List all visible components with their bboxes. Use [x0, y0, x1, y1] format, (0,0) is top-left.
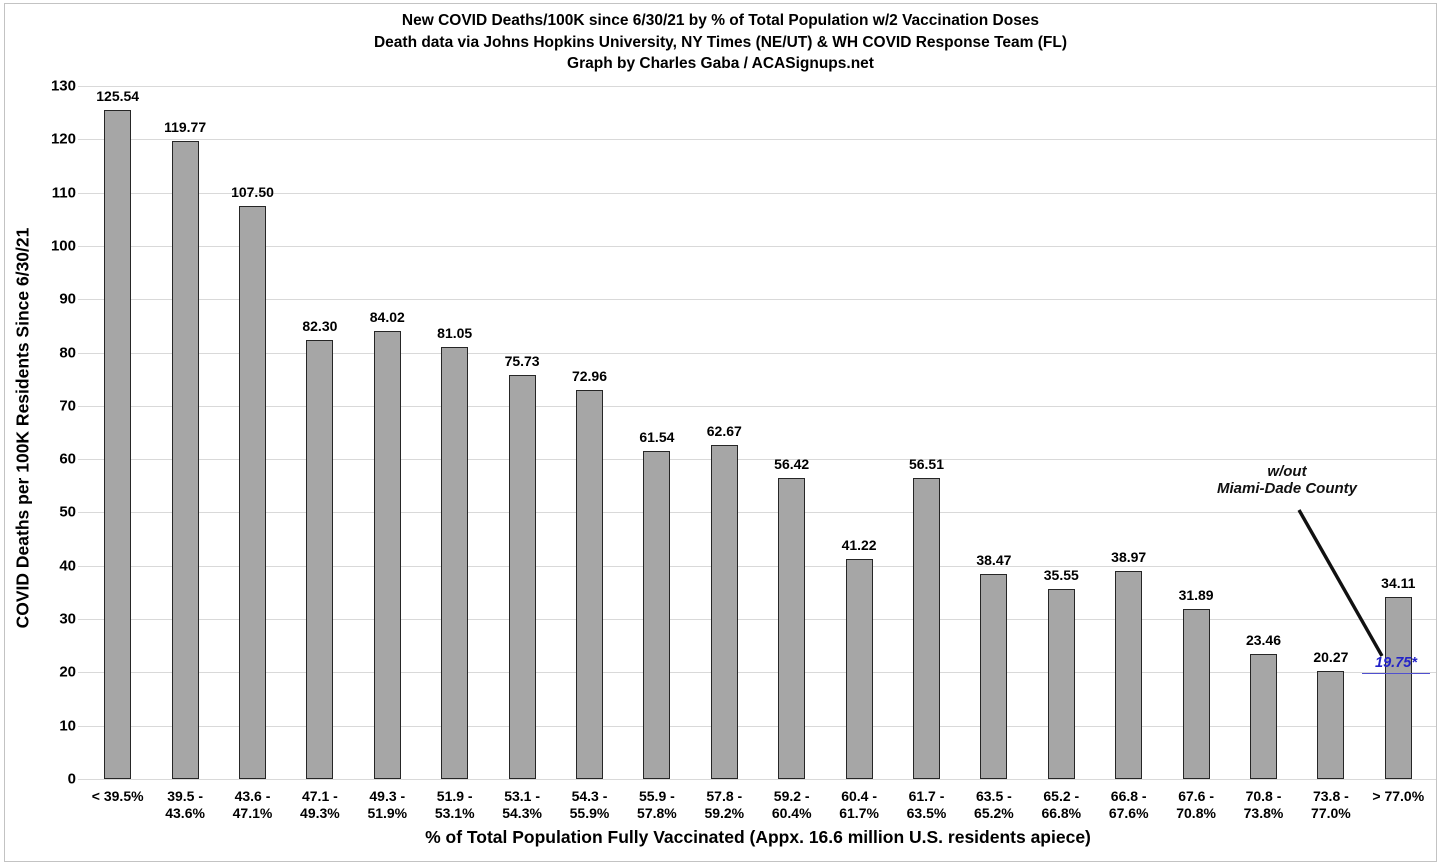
bar-value-label: 61.54	[639, 428, 675, 445]
x-tick-label: 61.7 - 63.5%	[906, 788, 947, 821]
y-tick-label: 20	[59, 663, 76, 681]
gridline	[78, 192, 1436, 194]
y-tick-label: 40	[59, 557, 76, 575]
bar-value-label: 125.54	[96, 87, 140, 104]
x-tick-label: 47.1 - 49.3%	[300, 788, 340, 821]
bar-value-label: 62.67	[706, 422, 742, 439]
x-tick-label: 65.2 - 66.8%	[1041, 788, 1082, 821]
bar	[710, 444, 738, 779]
x-tick-label: 54.3 - 55.9%	[569, 788, 610, 821]
bar	[778, 478, 806, 779]
x-tick-label: < 39.5%	[91, 788, 144, 804]
y-tick-label: 90	[59, 290, 76, 308]
gridline	[78, 459, 1436, 461]
bar	[1115, 571, 1143, 779]
x-tick-label: 43.6 - 47.1%	[232, 788, 273, 821]
bar	[845, 559, 873, 779]
gridline	[78, 299, 1436, 301]
bar-value-label: 31.89	[1178, 587, 1214, 603]
bar	[239, 205, 266, 779]
bar	[980, 573, 1008, 779]
x-tick-label: 67.6 - 70.8%	[1176, 788, 1216, 821]
gridline	[78, 565, 1436, 567]
annotation-adjusted-value: 19.75*	[1362, 655, 1430, 674]
y-tick-label: 60	[59, 450, 76, 468]
x-tick-label: 70.8 - 73.8%	[1243, 788, 1284, 821]
bar-value-label: 75.73	[504, 353, 540, 370]
x-tick-label: 73.8 - 77.0%	[1311, 788, 1351, 821]
x-axis-title: % of Total Population Fully Vaccinated (…	[425, 827, 1091, 847]
x-tick-label: 66.8 - 67.6%	[1108, 788, 1149, 821]
bar-value-label: 56.51	[908, 455, 945, 472]
y-tick-label: 10	[59, 717, 76, 735]
x-tick-label: 63.5 - 65.2%	[974, 788, 1014, 821]
bar-value-label: 34.11	[1381, 575, 1416, 592]
x-tick-label: 53.1 - 54.3%	[502, 788, 542, 821]
x-tick-label: 51.9 - 53.1%	[434, 788, 475, 821]
y-tick-label: 110	[51, 184, 76, 202]
bar-value-label: 84.02	[369, 309, 405, 326]
gridline	[78, 86, 1436, 87]
bar	[1047, 589, 1075, 779]
bar-value-label: 119.77	[164, 118, 207, 135]
x-tick-label: 59.2 - 60.4%	[771, 788, 812, 821]
chart-title-block: New COVID Deaths/100K since 6/30/21 by %…	[0, 10, 1441, 75]
gridline	[78, 139, 1436, 141]
chart-credit: Graph by Charles Gaba / ACASignups.net	[567, 55, 874, 72]
gridline	[78, 512, 1436, 514]
chart-title: New COVID Deaths/100K since 6/30/21 by %…	[401, 12, 1040, 29]
bar-value-label: 81.05	[437, 324, 473, 341]
y-tick-label: 120	[50, 130, 76, 148]
bar	[913, 477, 940, 779]
bar	[1384, 597, 1412, 779]
x-tick-label: 57.8 - 59.2%	[704, 788, 745, 821]
bar	[306, 340, 334, 779]
gridline	[78, 405, 1436, 407]
bar-value-label: 82.30	[302, 318, 338, 335]
x-tick-label: 60.4 - 61.7%	[839, 788, 879, 821]
y-tick-label: 0	[67, 770, 76, 788]
bar-value-label: 35.55	[1043, 567, 1079, 584]
gridline	[78, 352, 1436, 354]
annotation-note-line2: Miami-Dade County	[1216, 479, 1358, 497]
annotation-note-line1: w/out	[1267, 463, 1307, 480]
gridline	[78, 779, 1436, 780]
gridline	[78, 245, 1436, 247]
y-tick-label: 130	[50, 77, 76, 95]
bar	[171, 140, 199, 779]
y-tick-label: 50	[59, 503, 76, 521]
bar	[1317, 670, 1345, 779]
x-tick-label: 49.3 - 51.9%	[367, 788, 408, 821]
bar-value-label: 56.42	[774, 456, 810, 473]
bar-value-label: 38.97	[1111, 549, 1147, 566]
bar	[1182, 609, 1210, 779]
bar	[104, 109, 132, 779]
y-tick-label: 80	[59, 344, 76, 362]
bar	[373, 331, 401, 779]
y-tick-label: 30	[59, 610, 76, 628]
bar-value-label: 38.47	[976, 551, 1012, 568]
bar-value-label: 72.96	[571, 368, 608, 385]
bar	[508, 375, 536, 779]
bar-value-label: 23.46	[1245, 631, 1282, 648]
bar	[1250, 653, 1277, 779]
bar-value-label: 107.50	[231, 183, 274, 200]
gridline	[78, 672, 1436, 674]
y-tick-label: 100	[50, 237, 76, 255]
x-tick-label: 55.9 - 57.8%	[637, 788, 677, 821]
bar	[576, 390, 603, 779]
chart-subtitle: Death data via Johns Hopkins University,…	[373, 33, 1068, 51]
gridline	[78, 619, 1436, 621]
x-tick-label: > 77.0%	[1372, 788, 1425, 804]
bar-value-label: 41.22	[841, 537, 877, 554]
bar	[441, 346, 469, 779]
bar-value-label: 20.27	[1313, 648, 1349, 665]
bar	[643, 450, 671, 779]
annotation-note: w/out Miami-Dade County	[1216, 463, 1358, 497]
y-tick-label: 70	[59, 397, 76, 415]
gridline	[78, 725, 1436, 727]
x-tick-label: 39.5 - 43.6%	[165, 788, 205, 821]
